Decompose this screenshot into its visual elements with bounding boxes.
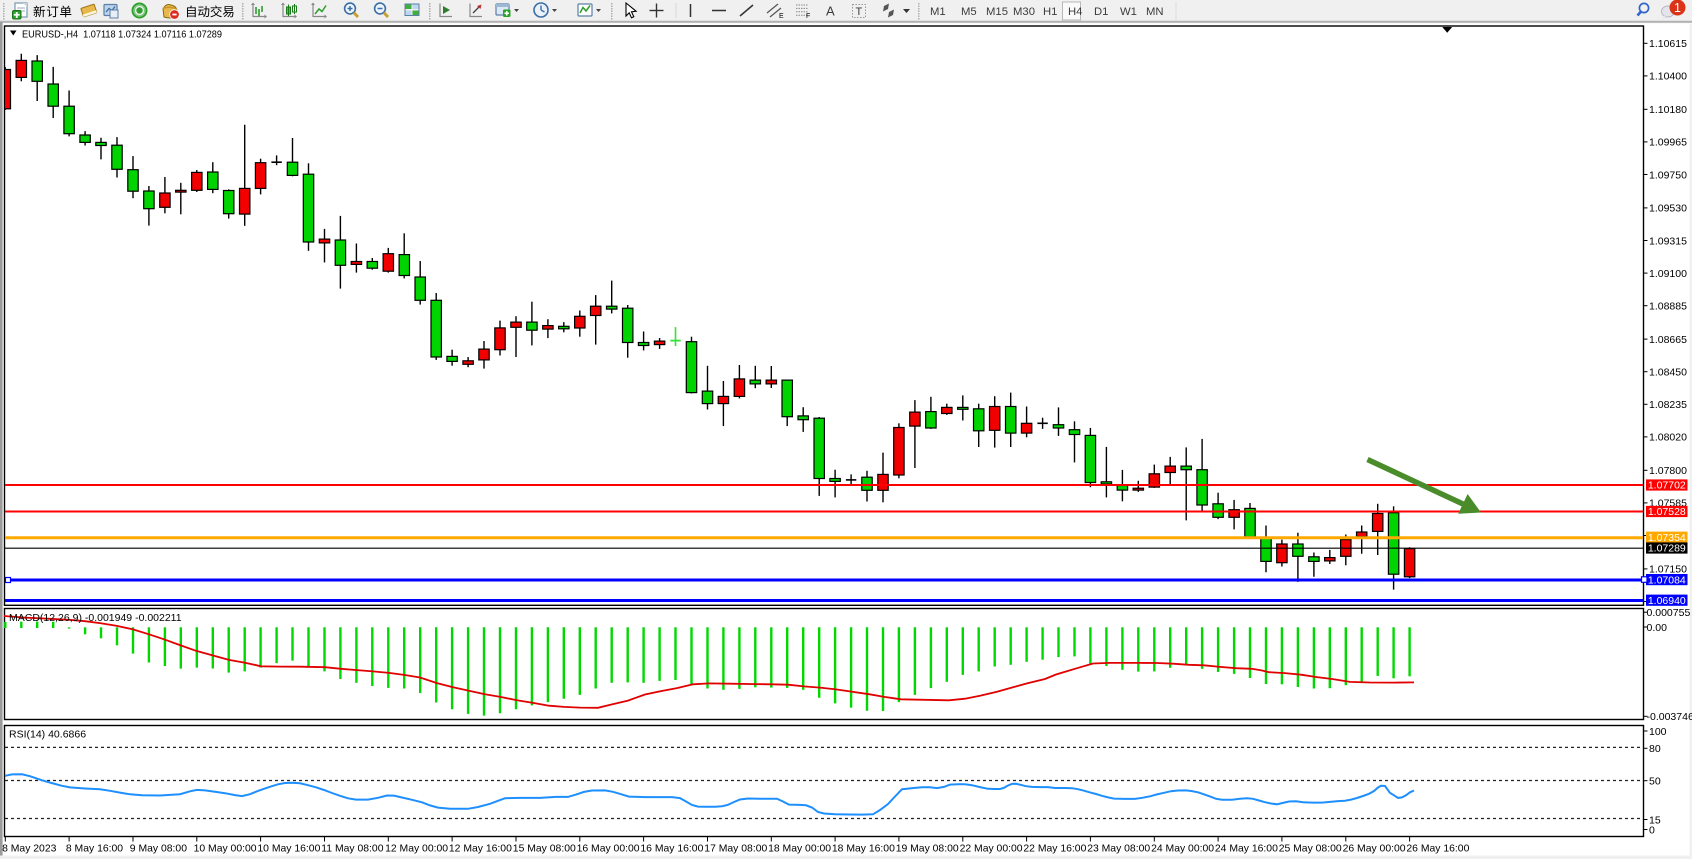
svg-text:1.08885: 1.08885 bbox=[1649, 301, 1687, 313]
svg-text:1.07289: 1.07289 bbox=[1648, 543, 1686, 555]
svg-text:M30: M30 bbox=[1013, 6, 1035, 18]
svg-text:23 May 08:00: 23 May 08:00 bbox=[1087, 843, 1150, 854]
svg-text:26 May 00:00: 26 May 00:00 bbox=[1343, 843, 1406, 854]
svg-text:10 May 00:00: 10 May 00:00 bbox=[194, 843, 257, 854]
svg-text:10 May 16:00: 10 May 16:00 bbox=[257, 843, 320, 854]
svg-text:80: 80 bbox=[1649, 743, 1661, 755]
svg-text:17 May 08:00: 17 May 08:00 bbox=[704, 843, 767, 854]
svg-text:0.00: 0.00 bbox=[1647, 622, 1668, 634]
svg-text:W1: W1 bbox=[1120, 6, 1137, 18]
svg-text:8 May 16:00: 8 May 16:00 bbox=[66, 843, 123, 854]
svg-text:MN: MN bbox=[1146, 6, 1164, 18]
svg-text:15 May 08:00: 15 May 08:00 bbox=[513, 843, 576, 854]
svg-text:16 May 00:00: 16 May 00:00 bbox=[577, 843, 640, 854]
svg-text:8 May 2023: 8 May 2023 bbox=[2, 843, 57, 854]
svg-text:11 May 08:00: 11 May 08:00 bbox=[321, 843, 383, 854]
svg-text:18 May 16:00: 18 May 16:00 bbox=[832, 843, 895, 854]
svg-text:9 May 08:00: 9 May 08:00 bbox=[130, 843, 187, 854]
svg-text:12 May 00:00: 12 May 00:00 bbox=[385, 843, 448, 854]
svg-text:12 May 16:00: 12 May 16:00 bbox=[449, 843, 512, 854]
svg-text:1.09530: 1.09530 bbox=[1649, 203, 1687, 215]
svg-text:26 May 16:00: 26 May 16:00 bbox=[1406, 843, 1469, 854]
svg-text:1.09315: 1.09315 bbox=[1649, 235, 1687, 247]
svg-text:M1: M1 bbox=[930, 6, 946, 18]
svg-text:T: T bbox=[856, 6, 863, 18]
svg-text:-0.003746: -0.003746 bbox=[1647, 711, 1692, 723]
svg-text:1.09100: 1.09100 bbox=[1649, 268, 1687, 280]
svg-text:24 May 16:00: 24 May 16:00 bbox=[1215, 843, 1278, 854]
svg-text:1.09965: 1.09965 bbox=[1649, 137, 1687, 149]
svg-text:H1: H1 bbox=[1043, 6, 1057, 18]
svg-text:D1: D1 bbox=[1094, 6, 1108, 18]
svg-text:1.06940: 1.06940 bbox=[1648, 595, 1686, 607]
svg-text:H4: H4 bbox=[1068, 6, 1082, 18]
svg-text:1.08020: 1.08020 bbox=[1649, 432, 1687, 444]
svg-text:0: 0 bbox=[1649, 824, 1655, 836]
svg-text:EURUSD-,H4 1.07118 1.07324 1.: EURUSD-,H4 1.07118 1.07324 1.07116 1.072… bbox=[22, 29, 222, 41]
svg-text:1.07084: 1.07084 bbox=[1648, 574, 1686, 586]
svg-text:1.10400: 1.10400 bbox=[1649, 71, 1687, 83]
svg-text:M5: M5 bbox=[961, 6, 977, 18]
svg-text:1.09750: 1.09750 bbox=[1649, 169, 1687, 181]
svg-text:1.10615: 1.10615 bbox=[1649, 38, 1687, 50]
svg-text:100: 100 bbox=[1649, 726, 1667, 738]
svg-text:MACD(12,26,9) -0.001949 -0.002: MACD(12,26,9) -0.001949 -0.002211 bbox=[9, 612, 182, 624]
svg-text:22 May 00:00: 22 May 00:00 bbox=[960, 843, 1023, 854]
svg-text:1.08450: 1.08450 bbox=[1649, 367, 1687, 379]
svg-text:1.07702: 1.07702 bbox=[1648, 480, 1686, 492]
svg-text:16 May 16:00: 16 May 16:00 bbox=[640, 843, 703, 854]
svg-text:A: A bbox=[826, 4, 835, 19]
svg-text:E: E bbox=[779, 13, 784, 20]
svg-text:18 May 00:00: 18 May 00:00 bbox=[768, 843, 831, 854]
svg-text:1.07528: 1.07528 bbox=[1648, 506, 1686, 518]
svg-text:F: F bbox=[806, 13, 810, 20]
svg-text:19 May 08:00: 19 May 08:00 bbox=[896, 843, 959, 854]
svg-text:1: 1 bbox=[1674, 1, 1681, 15]
svg-text:1.08665: 1.08665 bbox=[1649, 334, 1687, 346]
svg-text:1.10180: 1.10180 bbox=[1649, 104, 1687, 116]
svg-text:1.07800: 1.07800 bbox=[1649, 465, 1687, 477]
svg-text:22 May 16:00: 22 May 16:00 bbox=[1023, 843, 1086, 854]
svg-text:M15: M15 bbox=[986, 6, 1008, 18]
svg-text:25 May 08:00: 25 May 08:00 bbox=[1279, 843, 1342, 854]
svg-text:RSI(14) 40.6866: RSI(14) 40.6866 bbox=[9, 728, 86, 740]
svg-text:50: 50 bbox=[1649, 776, 1661, 788]
svg-text:1.08235: 1.08235 bbox=[1649, 399, 1687, 411]
svg-text:24 May 00:00: 24 May 00:00 bbox=[1151, 843, 1214, 854]
svg-text:0.000755: 0.000755 bbox=[1647, 607, 1691, 619]
